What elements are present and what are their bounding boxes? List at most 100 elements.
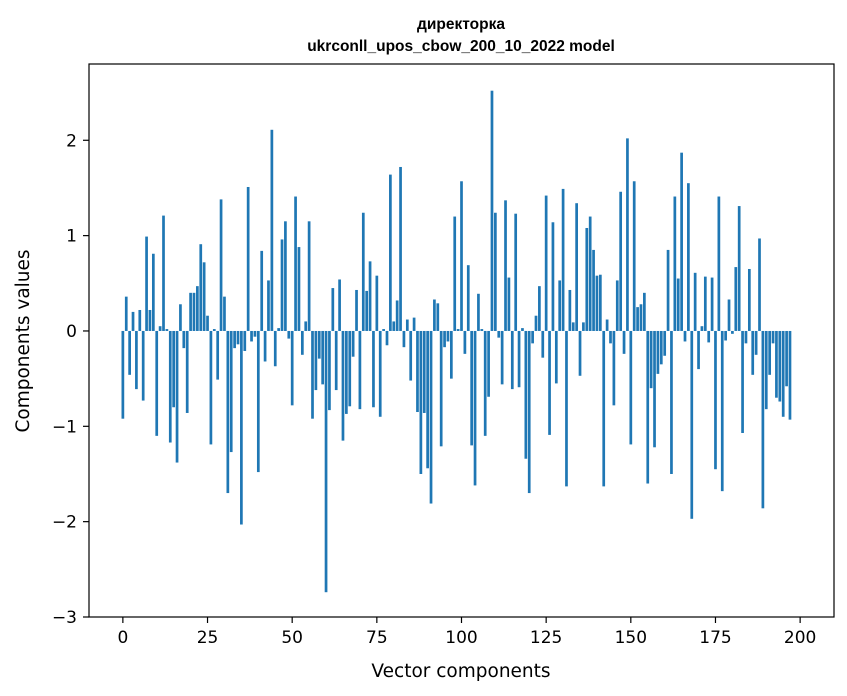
bar-2	[128, 330, 131, 375]
bar-108	[487, 330, 490, 397]
bar-171	[700, 326, 704, 331]
bar-112	[500, 330, 504, 385]
bar-189	[761, 330, 765, 509]
bar-84	[405, 319, 409, 331]
bar-166	[683, 330, 687, 342]
bar-187	[754, 330, 758, 355]
bar-109	[490, 90, 494, 331]
bar-167	[687, 183, 690, 331]
bar-128	[554, 330, 558, 384]
bar-174	[710, 277, 714, 331]
bar-30	[223, 296, 226, 331]
bar-182	[737, 206, 741, 331]
y-tick-label: −1	[52, 417, 77, 437]
bar-88	[419, 330, 423, 474]
bar-29	[219, 199, 223, 331]
bar-114	[507, 277, 511, 331]
bar-10	[155, 330, 159, 436]
x-tick-label: 175	[699, 628, 731, 648]
bar-138	[588, 216, 592, 331]
bar-117	[517, 330, 521, 388]
bar-72	[365, 290, 369, 331]
bar-59	[321, 330, 325, 385]
bar-17	[179, 304, 182, 331]
bar-94	[439, 330, 443, 447]
bar-181	[734, 267, 738, 331]
bar-35	[240, 330, 243, 525]
bar-46	[277, 328, 280, 331]
bar-175	[714, 330, 717, 470]
bar-190	[764, 330, 768, 410]
bar-122	[534, 315, 538, 331]
bar-61	[328, 330, 331, 411]
bar-133	[571, 322, 575, 331]
bar-89	[422, 330, 426, 413]
bar-124	[541, 330, 545, 358]
bar-83	[402, 330, 406, 348]
bar-195	[781, 330, 785, 417]
bar-42	[263, 330, 267, 362]
bar-15	[172, 330, 176, 408]
bar-75	[375, 275, 379, 331]
bar-98	[453, 216, 457, 331]
bar-193	[775, 330, 778, 398]
chart-subtitle: ukrconll_upos_cbow_200_10_2022 model	[307, 38, 615, 55]
bar-134	[575, 203, 578, 331]
bar-47	[280, 239, 284, 331]
bar-90	[426, 330, 429, 469]
bar-178	[724, 330, 727, 341]
bar-194	[778, 330, 782, 402]
bar-85	[409, 330, 413, 381]
bar-159	[659, 330, 663, 365]
bar-160	[663, 330, 667, 356]
bar-45	[273, 330, 277, 367]
bar-163	[673, 196, 677, 331]
bar-170	[697, 330, 700, 370]
bar-142	[602, 330, 606, 487]
bar-188	[758, 238, 761, 331]
bar-37	[246, 186, 250, 331]
bar-99	[456, 329, 460, 331]
chart-title: директорка	[417, 16, 505, 33]
bar-33	[233, 330, 236, 349]
bar-191	[768, 330, 772, 375]
bar-53	[300, 330, 304, 355]
bar-27	[212, 329, 216, 331]
bar-102	[466, 265, 470, 331]
bar-22	[196, 286, 199, 331]
bar-44	[270, 129, 274, 331]
bar-21	[192, 292, 196, 331]
bar-50	[290, 330, 294, 406]
bar-104	[473, 330, 477, 486]
bar-107	[483, 330, 487, 436]
bar-23	[199, 244, 203, 331]
bar-24	[202, 262, 206, 331]
bar-8	[148, 309, 152, 331]
bar-165	[680, 152, 683, 331]
bars-group	[121, 90, 792, 593]
bar-139	[592, 249, 595, 331]
bar-197	[788, 330, 792, 420]
bar-36	[243, 330, 247, 351]
bar-63	[334, 330, 338, 391]
bar-66	[345, 330, 348, 414]
bar-147	[619, 191, 623, 331]
x-tick-label: 50	[281, 628, 303, 648]
bar-49	[287, 330, 291, 339]
bar-127	[551, 222, 555, 331]
bar-105	[477, 293, 480, 331]
bar-153	[639, 304, 643, 331]
bar-155	[646, 330, 650, 484]
bar-5	[138, 309, 142, 331]
bar-154	[643, 292, 646, 331]
bar-95	[443, 330, 446, 348]
x-tick-label: 125	[530, 628, 562, 648]
bar-56	[311, 330, 314, 419]
bar-19	[185, 330, 189, 413]
bar-180	[731, 330, 734, 334]
bar-28	[216, 330, 220, 380]
x-tick-label: 25	[197, 628, 219, 648]
bar-73	[368, 261, 372, 331]
bar-34	[236, 330, 240, 345]
